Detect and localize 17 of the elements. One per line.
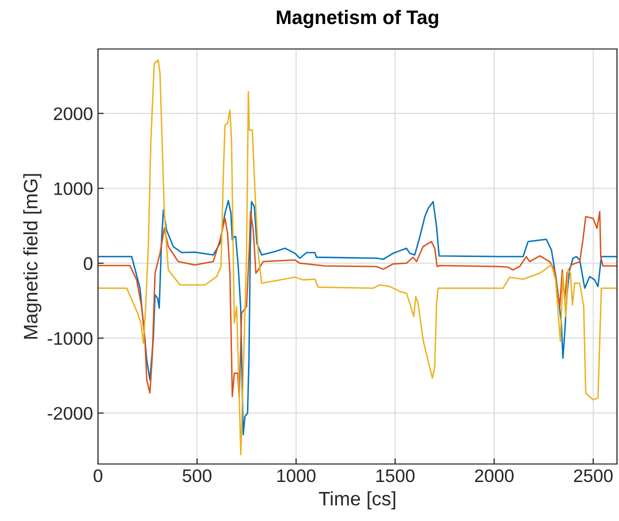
x-tick-label: 2500 [574,469,613,482]
y-axis-title: Magnetic field [mG] [23,174,42,339]
y-tick-label: 1000 [54,182,92,196]
line-series [98,59,617,456]
line-series [98,210,617,399]
x-tick-label: 2000 [475,469,514,482]
y-tick-label: -2000 [48,406,92,420]
y-tick-label: 0 [84,257,92,270]
y-tick-label: 2000 [54,107,92,120]
x-tick-label: 1000 [277,469,316,482]
x-tick-label: 0 [94,469,102,482]
chart-title: Magnetism of Tag [276,10,438,28]
line-series [98,200,617,436]
y-tick-label: -1000 [48,332,92,345]
x-tick-label: 500 [182,469,212,482]
x-axis-title: Time [cs] [318,491,396,510]
x-tick-label: 1500 [376,469,415,482]
